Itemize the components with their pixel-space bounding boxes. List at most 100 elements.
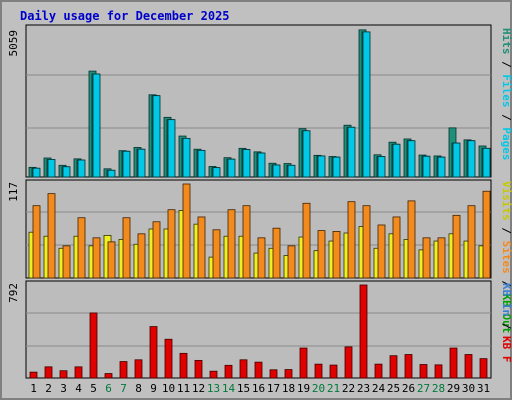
- visits-bar-day-1: [32, 205, 41, 279]
- legend-sep-5: /: [500, 316, 512, 336]
- kbf-bar-day-26: [404, 354, 413, 379]
- pages-bar-day-1: [32, 167, 41, 178]
- kbf-bar-day-3: [59, 370, 68, 379]
- pages-bar-day-18: [287, 164, 296, 178]
- visits-bar-day-6: [107, 241, 116, 279]
- hits-ymax-label: 5059: [7, 30, 20, 57]
- pages-bar-day-6: [107, 169, 116, 178]
- x-tick-label-20: 20: [312, 382, 325, 395]
- pages-bar-day-7: [122, 150, 131, 178]
- visits-bar-day-28: [437, 237, 446, 279]
- x-tick-label-26: 26: [402, 382, 415, 395]
- legend-kb-f: KB F: [500, 336, 512, 363]
- pages-bar-day-12: [197, 149, 206, 178]
- pages-bar-day-14: [227, 158, 236, 178]
- pages-bar-day-21: [332, 156, 341, 178]
- visits-bar-day-31: [482, 190, 491, 279]
- kbf-bar-day-24: [374, 363, 383, 379]
- hits-files-pages-panel: [25, 24, 492, 178]
- x-tick-label-10: 10: [162, 382, 175, 395]
- kbf-bar-day-12: [194, 359, 203, 379]
- kbf-bar-day-19: [299, 347, 308, 379]
- visits-ymax-label: 117: [7, 182, 20, 202]
- visits-bar-day-9: [152, 221, 161, 279]
- visits-bar-day-12: [197, 216, 206, 279]
- visits-bar-day-14: [227, 209, 236, 279]
- kbf-bar-day-29: [449, 347, 458, 379]
- visits-bar-day-11: [182, 183, 191, 279]
- pages-bar-day-15: [242, 149, 251, 178]
- pages-bar-day-2: [47, 159, 56, 178]
- pages-bar-day-28: [437, 156, 446, 178]
- x-tick-label-31: 31: [477, 382, 490, 395]
- visits-bar-day-4: [77, 217, 86, 279]
- x-tick-label-1: 1: [30, 382, 37, 395]
- kbf-bar-day-23: [359, 284, 368, 379]
- x-tick-label-15: 15: [237, 382, 250, 395]
- x-tick-label-24: 24: [372, 382, 386, 395]
- pages-bar-day-27: [422, 155, 431, 178]
- pages-bar-day-9: [152, 95, 161, 178]
- legend-kb-in: KB In: [500, 283, 512, 316]
- pages-bar-day-25: [392, 143, 401, 178]
- legend-sites: Sites: [500, 241, 512, 274]
- visits-bar-day-18: [287, 245, 296, 279]
- pages-bar-day-5: [92, 73, 101, 178]
- visits-bar-day-16: [257, 237, 266, 279]
- visits-bar-day-2: [47, 193, 56, 279]
- visits-bar-day-29: [452, 214, 461, 279]
- pages-bar-day-17: [272, 164, 281, 178]
- x-tick-label-13: 13: [207, 382, 220, 395]
- pages-bar-day-16: [257, 152, 266, 178]
- x-tick-label-23: 23: [357, 382, 370, 395]
- visits-bar-day-30: [467, 205, 476, 279]
- kbf-bar-day-10: [164, 338, 173, 379]
- x-tick-label-9: 9: [150, 382, 157, 395]
- x-tick-label-28: 28: [432, 382, 445, 395]
- kbytes-ymax-label: 792: [7, 283, 20, 303]
- x-tick-label-5: 5: [90, 382, 97, 395]
- visits-bar-day-13: [212, 229, 221, 279]
- x-tick-label-4: 4: [75, 382, 82, 395]
- x-tick-label-21: 21: [327, 382, 340, 395]
- kbf-bar-day-16: [254, 361, 263, 379]
- kbf-bar-day-7: [119, 361, 128, 379]
- visits-bar-day-17: [272, 227, 281, 279]
- visits-bar-day-7: [122, 217, 131, 279]
- kbf-bar-day-18: [284, 369, 293, 379]
- visits-bar-day-23: [362, 205, 371, 279]
- x-tick-label-25: 25: [387, 382, 400, 395]
- pages-bar-day-22: [347, 126, 356, 178]
- visits-bar-day-24: [377, 224, 386, 279]
- x-tick-label-3: 3: [60, 382, 67, 395]
- legend-hits: Hits: [500, 28, 512, 55]
- kbf-bar-day-17: [269, 369, 278, 379]
- visits-bar-day-8: [137, 233, 146, 279]
- kbf-bar-day-5: [89, 312, 98, 379]
- kbf-bar-day-27: [419, 364, 428, 379]
- pages-bar-day-13: [212, 167, 221, 178]
- x-tick-label-22: 22: [342, 382, 355, 395]
- kbf-bar-day-15: [239, 359, 248, 379]
- chart-title: Daily usage for December 2025: [20, 9, 230, 23]
- x-tick-label-30: 30: [462, 382, 475, 395]
- legend-sep-3: /: [500, 221, 512, 241]
- legend-kb-out: KB Out: [500, 294, 512, 334]
- visits-bar-day-15: [242, 205, 251, 279]
- kbf-bar-day-13: [209, 370, 218, 379]
- pages-bar-day-11: [182, 137, 191, 178]
- kbf-bar-day-2: [44, 366, 53, 379]
- kbf-bar-day-14: [224, 364, 233, 379]
- pages-bar-day-26: [407, 140, 416, 178]
- x-tick-label-12: 12: [192, 382, 205, 395]
- x-tick-label-6: 6: [105, 382, 112, 395]
- legend-sep-2: /: [500, 108, 512, 128]
- visits-bar-day-26: [407, 200, 416, 279]
- pages-bar-day-29: [452, 142, 461, 178]
- pages-bar-day-8: [137, 148, 146, 178]
- x-tick-label-29: 29: [447, 382, 460, 395]
- visits-bar-day-20: [317, 230, 326, 279]
- kbf-bar-day-22: [344, 346, 353, 379]
- legend-kbytes: KB In / KB F: [500, 283, 512, 363]
- visits-bar-day-10: [167, 209, 176, 279]
